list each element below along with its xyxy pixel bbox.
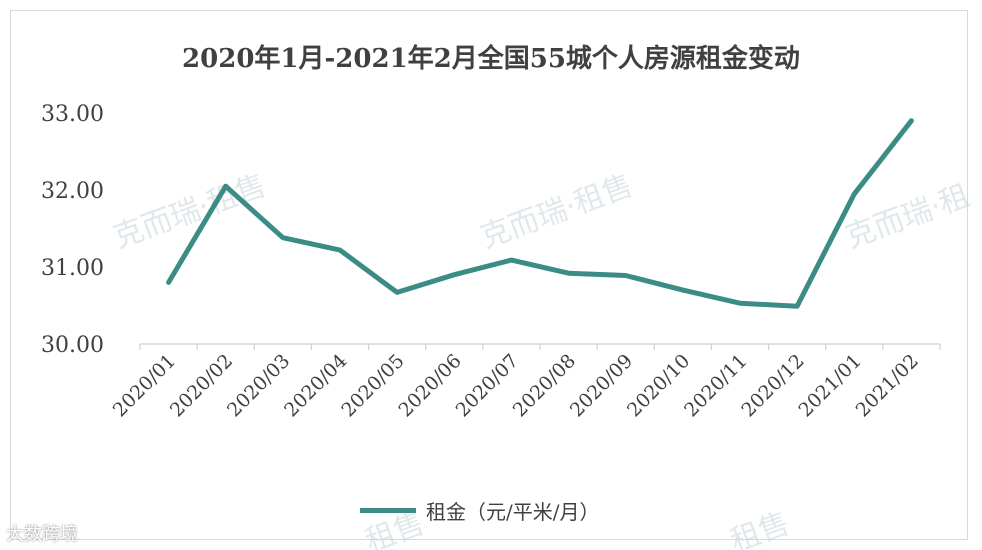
series-line bbox=[166, 118, 914, 309]
y-tick-label: 33.00 bbox=[41, 102, 104, 127]
series-layer bbox=[166, 118, 914, 309]
chart-frame bbox=[10, 10, 968, 540]
x-axis: 2020/012020/022020/032020/042020/052020/… bbox=[109, 343, 941, 421]
x-tick-label: 2021/02 bbox=[852, 350, 923, 421]
legend-label: 租金（元/平米/月） bbox=[426, 499, 600, 524]
legend-swatch bbox=[360, 507, 416, 513]
y-axis: 30.00 31.00 32.00 33.00 bbox=[41, 102, 104, 358]
corner-logo: 大数跨境 bbox=[6, 524, 78, 545]
y-tick-label: 30.00 bbox=[41, 333, 104, 358]
watermark-text: 租售 bbox=[726, 506, 794, 550]
watermark-text: 克而瑞·租 bbox=[841, 178, 975, 255]
y-tick-label: 31.00 bbox=[41, 256, 104, 281]
y-tick-label: 32.00 bbox=[41, 179, 104, 204]
legend: 租金（元/平米/月） bbox=[360, 495, 599, 525]
watermark-text: 克而瑞·租售 bbox=[476, 168, 638, 255]
chart-title: 2020年1月-2021年2月全国55城个人房源租金变动 bbox=[182, 44, 800, 74]
